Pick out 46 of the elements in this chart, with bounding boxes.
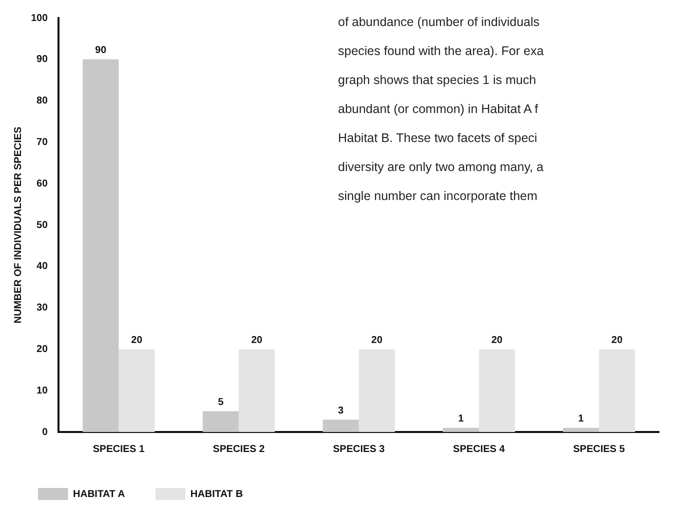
data-label: 1 <box>458 414 464 425</box>
y-tick-label: 80 <box>36 96 48 107</box>
bar <box>478 349 515 432</box>
data-label: 3 <box>338 405 344 416</box>
data-label: 90 <box>95 45 107 56</box>
annotation: species found with the area). For exa <box>338 43 545 60</box>
annotation: single number can incorporate them <box>338 188 538 205</box>
legend-label: HABITAT A <box>73 488 126 500</box>
annotation: diversity are only two among many, a <box>338 159 544 176</box>
bar <box>562 428 599 432</box>
data-label: 20 <box>251 334 263 346</box>
bar <box>322 420 359 432</box>
y-tick-label: 30 <box>36 302 48 314</box>
bar <box>118 349 155 432</box>
data-label: 20 <box>611 334 623 346</box>
bar <box>202 411 239 432</box>
y-tick-label: 100 <box>30 12 48 24</box>
x-tick-label: SPECIES 1 <box>92 444 145 455</box>
x-tick-label: SPECIES 5 <box>573 444 626 455</box>
data-label: 20 <box>491 334 503 346</box>
data-label: 5 <box>218 397 224 408</box>
y-tick-label: 10 <box>36 385 48 396</box>
y-axis-title: NUMBER OF INDIVIDUALS PER SPECIES <box>12 126 24 324</box>
x-tick-label: SPECIES 4 <box>453 444 506 455</box>
data-label: 20 <box>371 334 383 346</box>
x-tick-label: SPECIES 3 <box>332 444 386 455</box>
bar <box>598 349 635 432</box>
legend-label: HABITAT B <box>190 488 243 500</box>
bar <box>238 349 275 432</box>
y-tick-label: 50 <box>36 220 48 231</box>
x-tick-label: SPECIES 2 <box>212 444 266 455</box>
annotation: of abundance (number of individuals <box>338 14 541 31</box>
y-tick-label: 70 <box>36 136 48 148</box>
bar <box>358 349 395 432</box>
y-tick-label: 90 <box>36 54 48 66</box>
annotation: abundant (or common) in Habitat A f <box>338 101 540 118</box>
annotation: Habitat B. These two facets of speci <box>338 130 538 147</box>
y-tick-label: 0 <box>42 426 48 438</box>
y-tick-label: 40 <box>36 261 48 272</box>
y-tick-label: 60 <box>36 178 48 190</box>
data-label: 1 <box>578 414 584 425</box>
bar <box>442 428 479 432</box>
data-label: 20 <box>131 334 143 346</box>
annotation: graph shows that species 1 is much <box>338 72 538 89</box>
y-tick-label: 20 <box>36 344 48 355</box>
bar <box>82 59 119 432</box>
